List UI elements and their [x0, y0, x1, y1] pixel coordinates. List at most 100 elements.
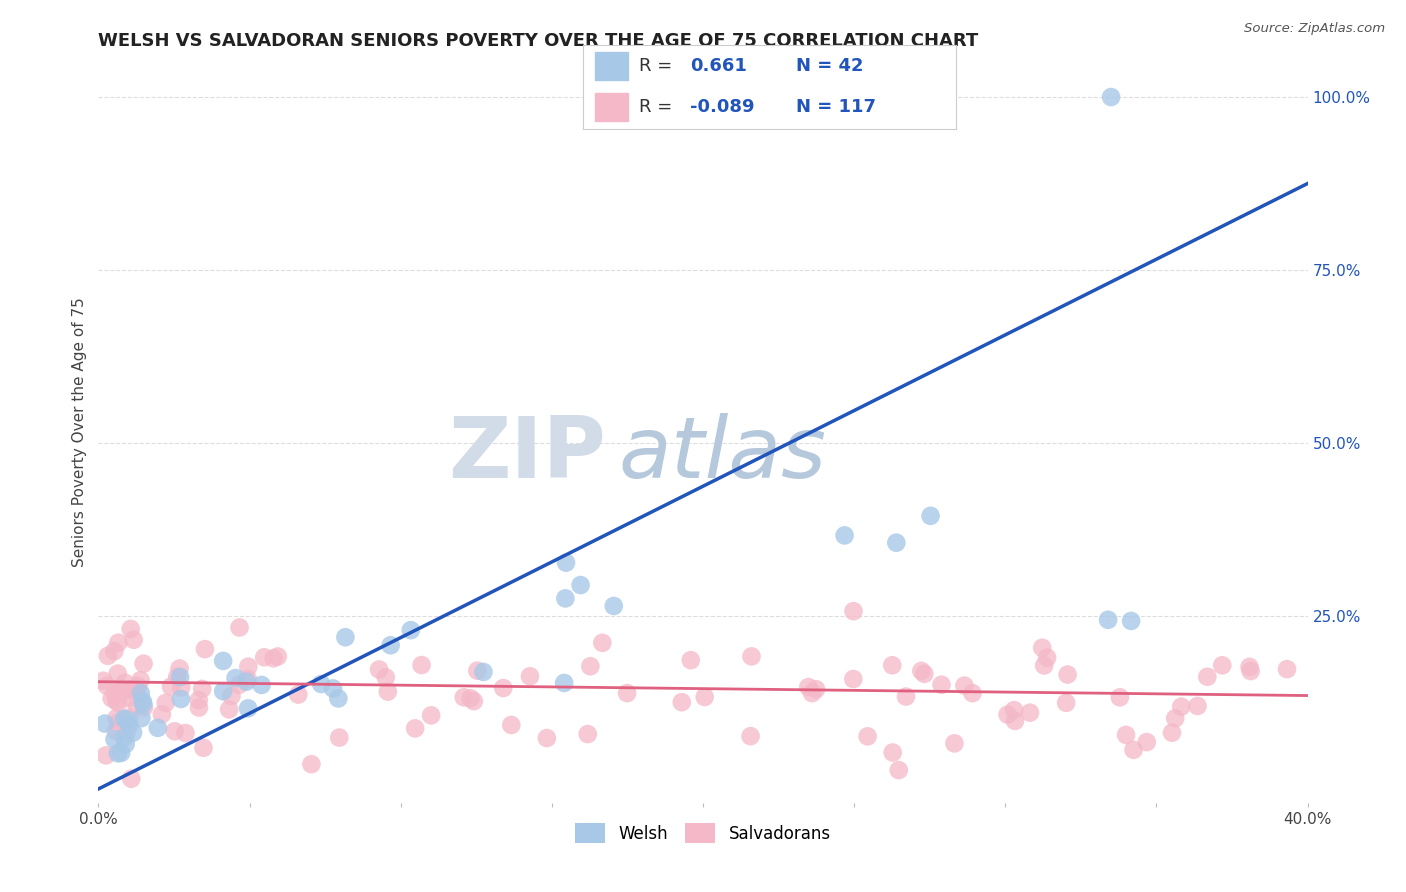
Text: ZIP: ZIP — [449, 413, 606, 496]
Point — [221, 689, 243, 703]
Point — [103, 644, 125, 658]
Point — [1119, 614, 1142, 628]
Text: R =: R = — [640, 98, 678, 116]
Text: Source: ZipAtlas.com: Source: ZipAtlas.com — [1244, 22, 1385, 36]
Point — [576, 727, 599, 741]
Point — [169, 670, 191, 684]
Point — [122, 632, 145, 647]
Point — [1240, 664, 1263, 678]
Point — [797, 680, 820, 694]
Point — [118, 690, 141, 705]
Point — [741, 649, 763, 664]
Point — [858, 90, 880, 104]
Point — [91, 673, 114, 688]
Point — [107, 746, 129, 760]
Point — [105, 711, 128, 725]
Point — [107, 636, 129, 650]
Point — [103, 732, 125, 747]
Point — [163, 724, 186, 739]
Point — [118, 710, 141, 724]
Point — [1136, 735, 1159, 749]
Point — [112, 682, 135, 697]
Point — [411, 658, 433, 673]
Point — [335, 630, 357, 644]
Point — [112, 731, 135, 745]
Point — [467, 664, 489, 678]
Point — [894, 690, 917, 704]
Bar — [595, 53, 628, 80]
Text: 0.661: 0.661 — [690, 57, 747, 75]
Point — [931, 678, 953, 692]
Text: R =: R = — [640, 57, 678, 75]
Text: -0.089: -0.089 — [690, 98, 754, 116]
Point — [129, 686, 152, 700]
Point — [1211, 658, 1233, 673]
Point — [472, 665, 495, 679]
Point — [170, 681, 193, 695]
Point — [212, 654, 235, 668]
Point — [1056, 667, 1078, 681]
Point — [107, 696, 129, 710]
Point — [1033, 658, 1056, 673]
Point — [912, 666, 935, 681]
Point — [1004, 714, 1026, 728]
Point — [120, 682, 142, 697]
Point — [127, 679, 149, 693]
Point — [105, 694, 128, 708]
Point — [463, 694, 485, 708]
Point — [187, 693, 209, 707]
Point — [591, 636, 613, 650]
Point — [579, 659, 602, 673]
Point — [267, 649, 290, 664]
Point — [212, 684, 235, 698]
Point — [236, 672, 259, 686]
Point — [804, 682, 827, 697]
Point — [842, 604, 865, 618]
Point — [193, 740, 215, 755]
Point — [962, 686, 984, 700]
Point — [155, 696, 177, 710]
Point — [399, 623, 422, 637]
Point — [1054, 696, 1077, 710]
Point — [1036, 650, 1059, 665]
Point — [368, 663, 391, 677]
Point — [127, 681, 149, 696]
Point — [1187, 698, 1209, 713]
Point — [1099, 90, 1122, 104]
Point — [114, 684, 136, 698]
Point — [1197, 670, 1219, 684]
Point — [882, 658, 904, 673]
Point — [228, 678, 250, 692]
Point — [235, 674, 257, 689]
Point — [94, 748, 117, 763]
Point — [616, 686, 638, 700]
Point — [131, 711, 153, 725]
Point — [404, 722, 426, 736]
Point — [519, 669, 541, 683]
Point — [910, 664, 932, 678]
Point — [679, 653, 702, 667]
Point — [1275, 662, 1298, 676]
Point — [299, 757, 322, 772]
Point — [110, 746, 132, 760]
Point — [263, 651, 285, 665]
Point — [115, 713, 138, 727]
Point — [1115, 728, 1137, 742]
Point — [225, 671, 247, 685]
Point — [132, 657, 155, 671]
Point — [377, 684, 399, 698]
Point — [328, 731, 350, 745]
Point — [953, 679, 976, 693]
Point — [107, 666, 129, 681]
Point — [671, 695, 693, 709]
Point — [125, 698, 148, 713]
Point — [453, 690, 475, 705]
Point — [166, 670, 188, 684]
Point — [150, 707, 173, 722]
Point — [328, 691, 350, 706]
Point — [194, 642, 217, 657]
Text: WELSH VS SALVADORAN SENIORS POVERTY OVER THE AGE OF 75 CORRELATION CHART: WELSH VS SALVADORAN SENIORS POVERTY OVER… — [98, 32, 979, 50]
Point — [1019, 706, 1042, 720]
Point — [287, 688, 309, 702]
Text: atlas: atlas — [619, 413, 827, 496]
